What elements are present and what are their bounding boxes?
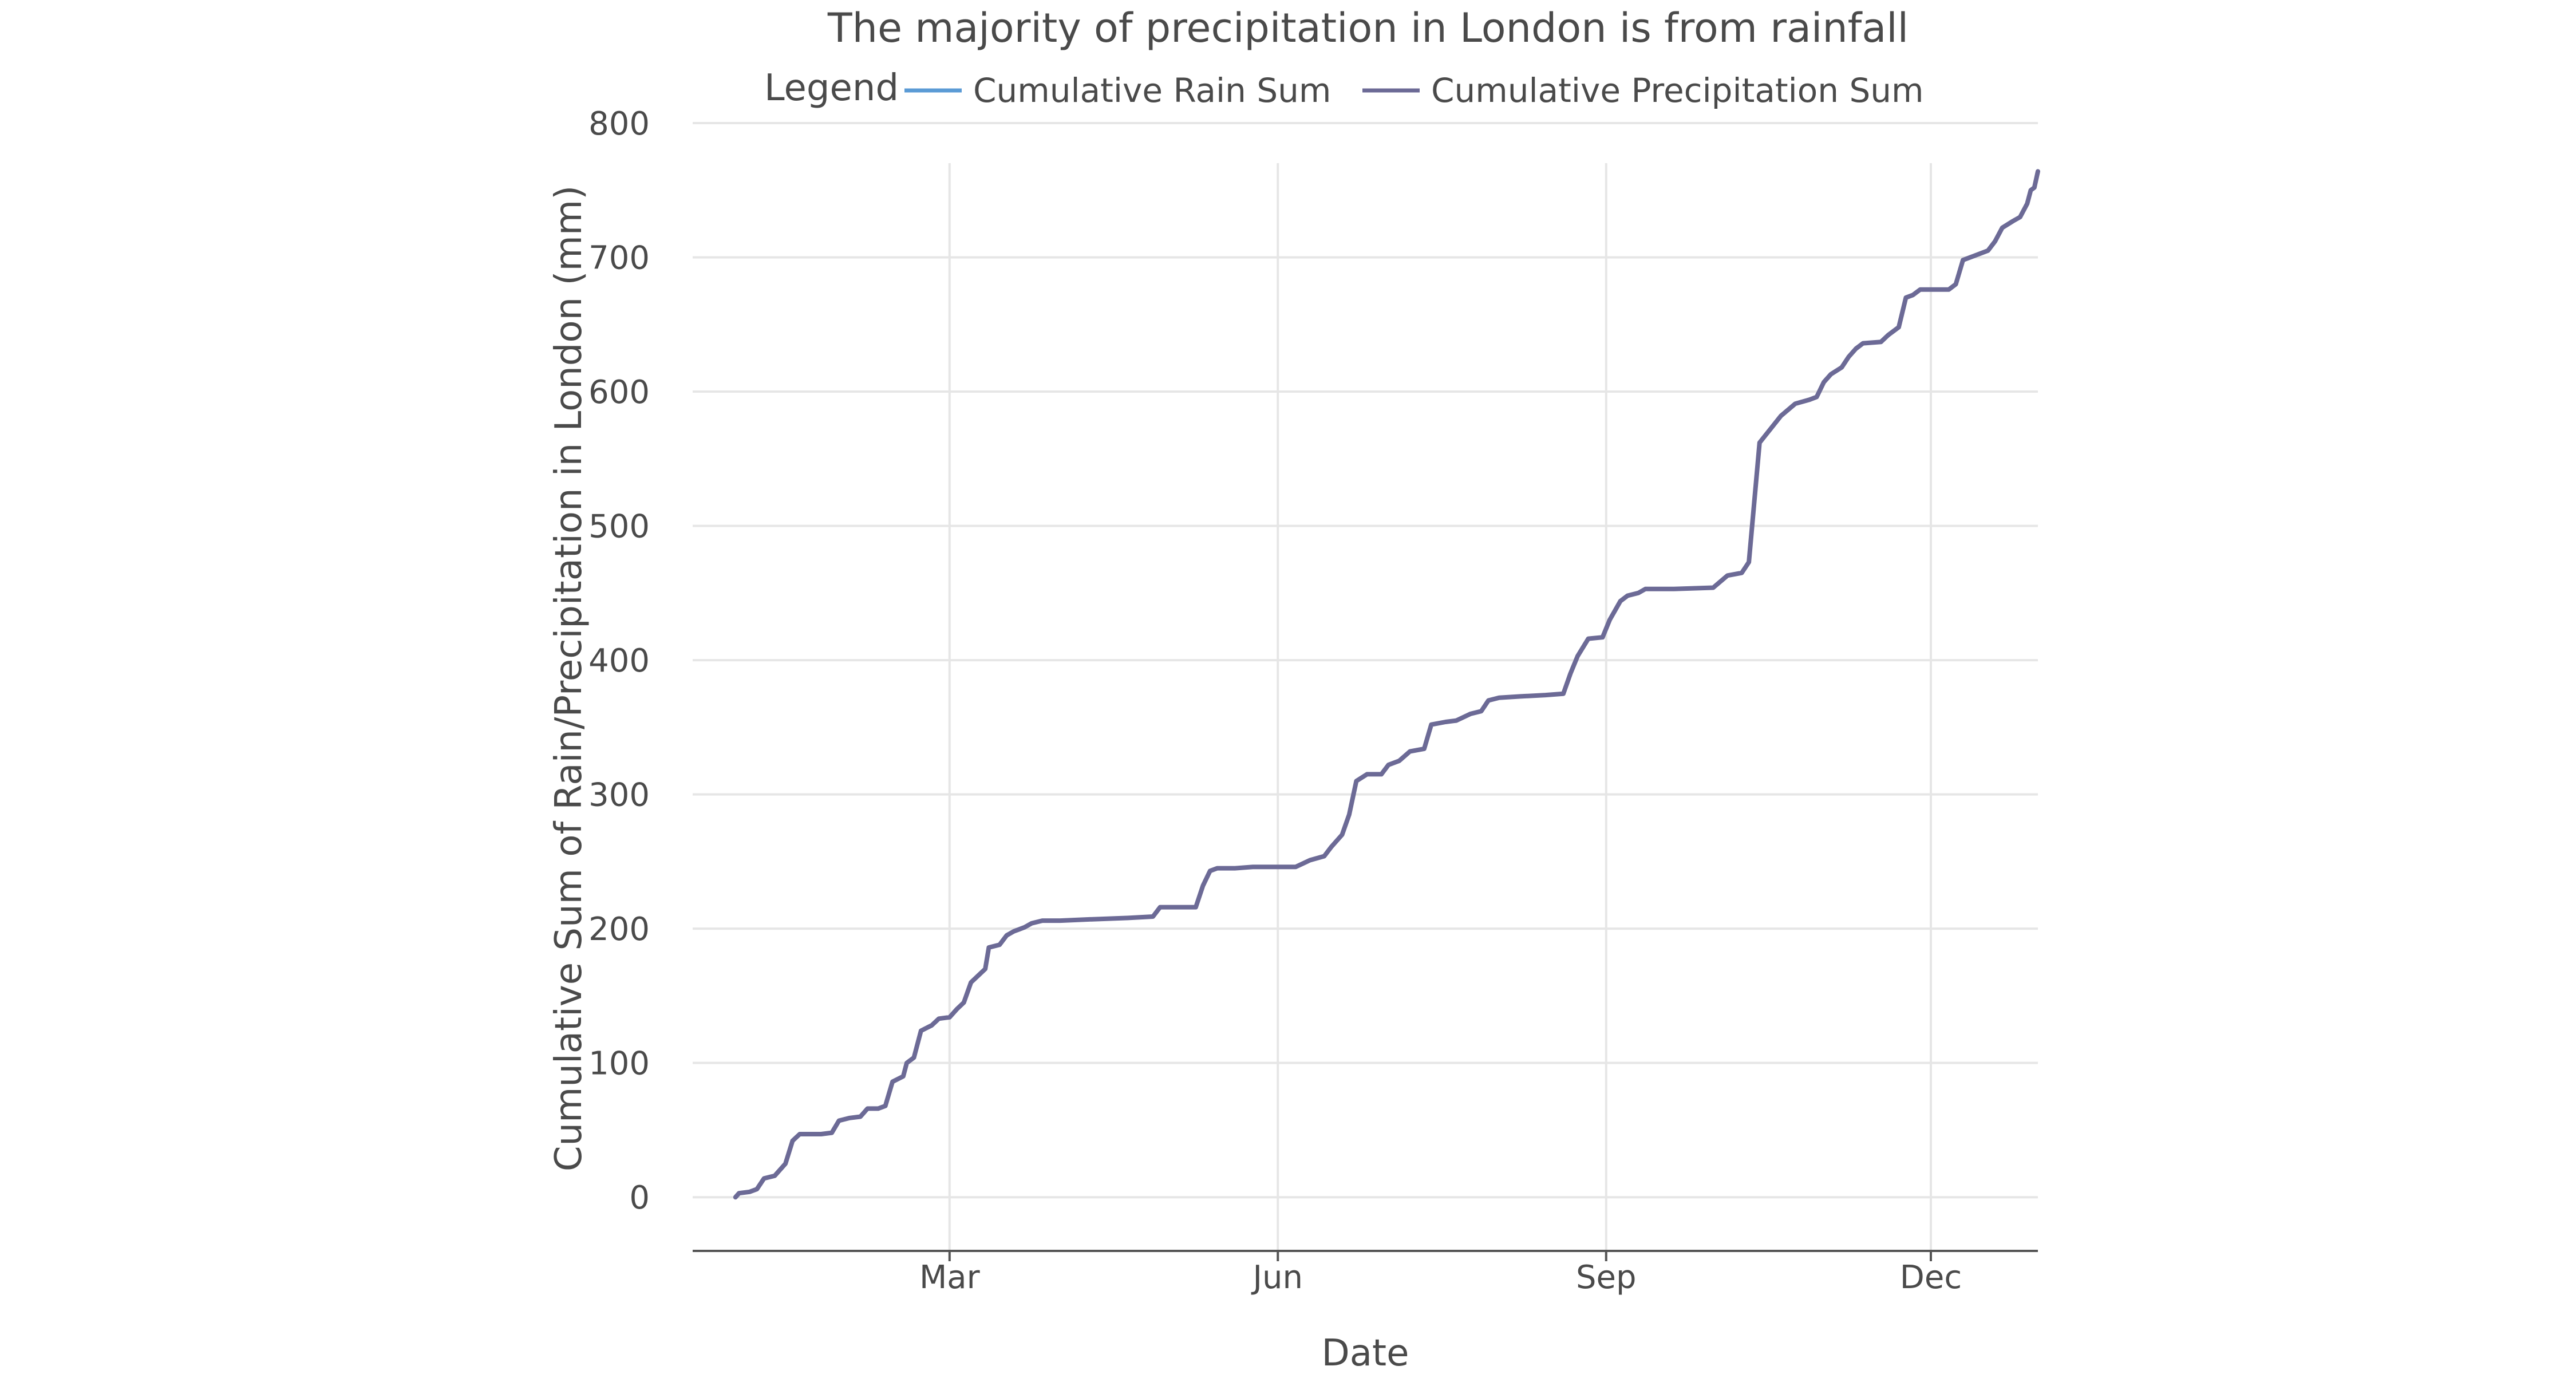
y-tick-label: 800 bbox=[588, 105, 650, 143]
chart-title: The majority of precipitation in London … bbox=[827, 5, 1909, 52]
series-layer bbox=[733, 169, 2040, 1200]
y-tick-label: 500 bbox=[588, 508, 650, 546]
x-tick-label: Mar bbox=[919, 1259, 981, 1296]
legend-label-precipitation: Cumulative Precipitation Sum bbox=[1431, 71, 1924, 110]
y-axis-label: Cumulative Sum of Rain/Precipitation in … bbox=[548, 185, 590, 1171]
x-axis-label: Date bbox=[1322, 1332, 1409, 1374]
y-tick-labels: 0 100 200 300 400 500 600 700 800 bbox=[588, 105, 650, 1217]
legend: Legend Cumulative Rain Sum Cumulative Pr… bbox=[764, 67, 1924, 110]
y-tick-label: 400 bbox=[588, 642, 650, 680]
y-tick-label: 600 bbox=[588, 374, 650, 411]
legend-title: Legend bbox=[764, 67, 899, 109]
y-tick-label: 700 bbox=[588, 240, 650, 277]
x-tick-labels: Mar Jun Sep Dec bbox=[919, 1251, 1962, 1296]
x-gridlines bbox=[948, 163, 1932, 1251]
legend-label-rain: Cumulative Rain Sum bbox=[973, 71, 1331, 110]
x-tick-label: Jun bbox=[1251, 1259, 1303, 1296]
y-tick-label: 100 bbox=[588, 1045, 650, 1083]
x-tick-label: Sep bbox=[1576, 1259, 1637, 1296]
y-tick-label: 0 bbox=[629, 1179, 650, 1217]
x-tick-label: Dec bbox=[1900, 1259, 1962, 1296]
y-tick-label: 300 bbox=[588, 777, 650, 814]
series-line-cumulative-precipitation-sum bbox=[733, 169, 2040, 1200]
y-gridlines bbox=[693, 122, 2038, 1199]
y-tick-label: 200 bbox=[588, 911, 650, 948]
series-line-cumulative-rain-sum bbox=[733, 169, 2040, 1199]
